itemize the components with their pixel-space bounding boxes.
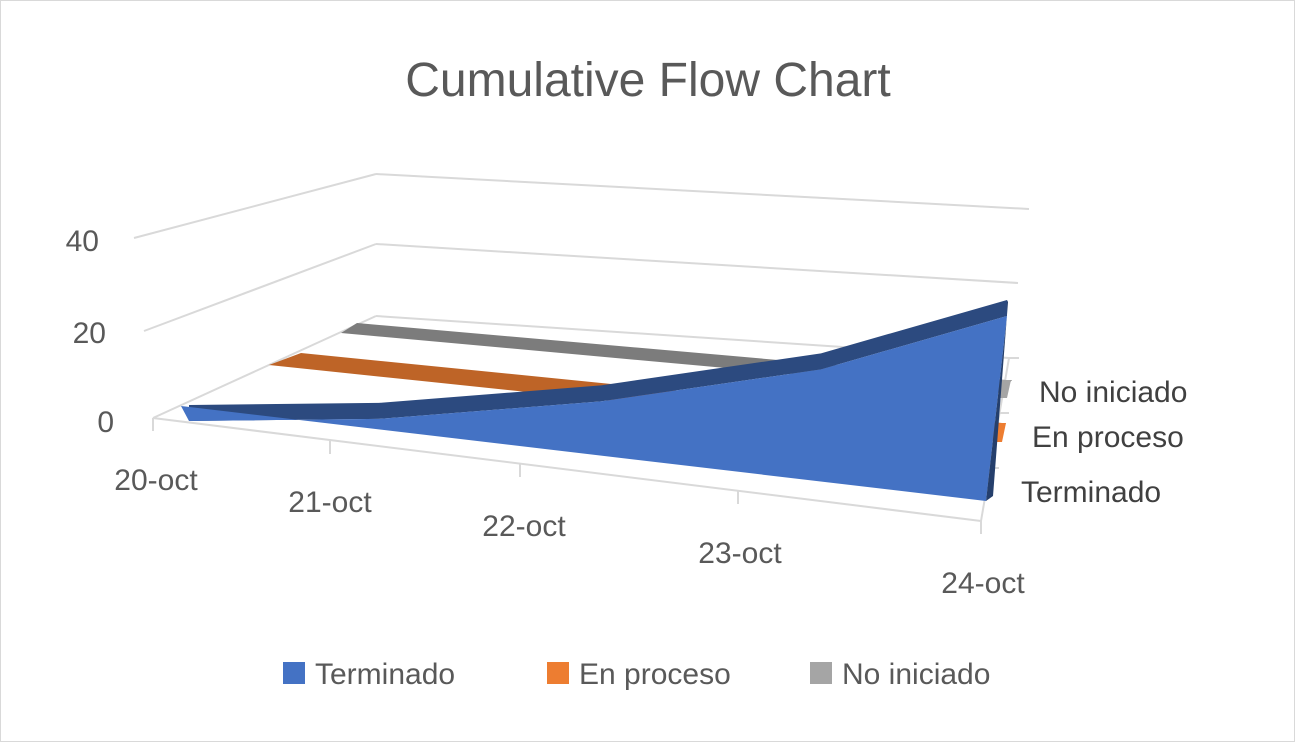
x-tick-marks [152, 357, 1019, 534]
legend-swatch-no-iniciado [810, 662, 832, 684]
x-tick-label: 20-oct [114, 464, 198, 497]
gridline-side-20 [143, 243, 377, 332]
legend-label-terminado: Terminado [315, 658, 455, 691]
x-tick-label: 21-oct [288, 486, 372, 519]
chart-title: Cumulative Flow Chart [405, 54, 890, 107]
gridline-side-40 [133, 173, 377, 239]
series-terminado-top-edge [189, 300, 1007, 421]
x-tick-label: 24-oct [941, 567, 1025, 600]
series-terminado-area [181, 316, 1007, 501]
depth-label-no-iniciado: No iniciado [1039, 376, 1187, 409]
legend-label-en-proceso: En proceso [579, 658, 731, 691]
x-tick-label: 22-oct [482, 510, 566, 543]
y-tick-label: 40 [66, 225, 99, 258]
depth-label-terminado: Terminado [1021, 476, 1161, 509]
floor-front-edge [152, 417, 982, 522]
legend-swatch-en-proceso [547, 662, 569, 684]
legend: Terminado En proceso No iniciado [283, 658, 990, 691]
gridline-back-20 [375, 243, 1019, 284]
y-tick-label: 20 [73, 317, 106, 350]
gridline-back-40 [375, 173, 1030, 210]
gridlines [133, 173, 1030, 522]
legend-label-no-iniciado: No iniciado [842, 658, 990, 691]
depth-label-en-proceso: En proceso [1032, 421, 1184, 454]
gridline-side-0 [152, 315, 377, 419]
x-tick-label: 23-oct [698, 537, 782, 570]
legend-swatch-terminado [283, 662, 305, 684]
y-tick-label: 0 [97, 406, 114, 439]
